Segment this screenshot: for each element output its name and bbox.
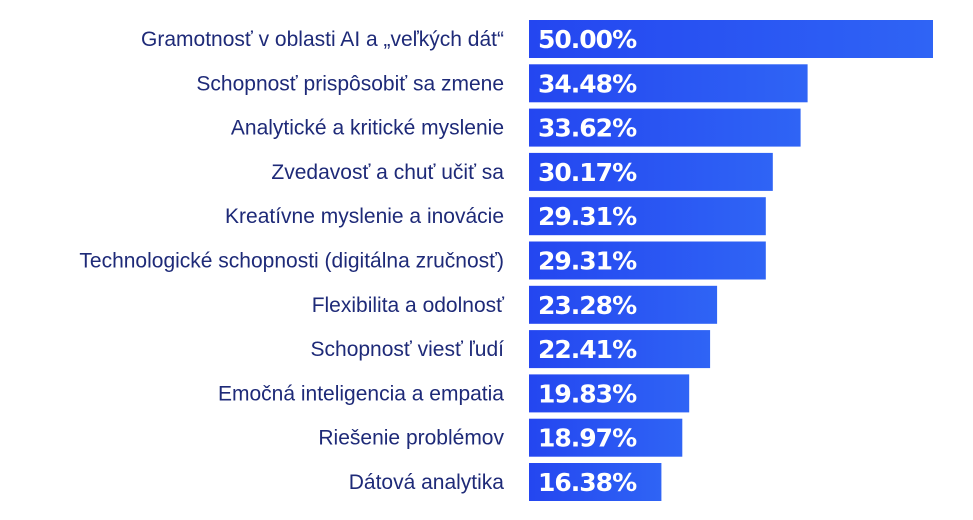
category-label-9: Riešenie problémov <box>318 427 504 450</box>
value-label-2: 33.62% <box>538 114 637 143</box>
bar-2 <box>529 108 801 147</box>
bar-1 <box>529 64 808 103</box>
category-label-2: Analytické a kritické myslenie <box>231 117 504 140</box>
category-label-6: Flexibilita a odolnosť <box>312 294 505 317</box>
category-label-7: Schopnosť viesť ľudí <box>311 338 505 361</box>
bar-4 <box>529 197 766 236</box>
value-label-7: 22.41% <box>538 335 637 364</box>
bar-3 <box>529 152 773 191</box>
bar-8 <box>529 374 690 413</box>
value-label-3: 30.17% <box>538 158 637 187</box>
value-label-9: 18.97% <box>538 424 637 453</box>
value-label-10: 16.38% <box>538 468 637 497</box>
value-label-0: 50.00% <box>538 25 637 54</box>
value-label-5: 29.31% <box>538 247 637 276</box>
category-labels-layer: Gramotnosť v oblasti AI a „veľkých dát“ S… <box>79 28 505 494</box>
bar-7 <box>529 330 711 369</box>
category-label-5: Technologické schopnosti (digitálna zruč… <box>79 250 504 273</box>
category-label-0: Gramotnosť v oblasti AI a „veľkých dát“ <box>141 28 504 51</box>
bar-6 <box>529 285 718 324</box>
category-label-4: Kreatívne myslenie a inovácie <box>225 205 504 228</box>
value-label-8: 19.83% <box>538 379 637 408</box>
value-labels-layer: 50.00% 34.48% 33.62% 30.17% 29.31% 29.31% 23.2… <box>538 25 638 497</box>
category-label-3: Zvedavosť a chuť učiť sa <box>271 161 504 184</box>
bar-5 <box>529 241 766 280</box>
value-label-6: 23.28% <box>538 291 637 320</box>
value-label-1: 34.48% <box>538 69 637 98</box>
category-label-8: Emočná inteligencia a empatia <box>218 382 504 405</box>
bar-0 <box>529 20 933 58</box>
bar-10 <box>529 463 662 501</box>
value-label-4: 29.31% <box>538 202 637 231</box>
bar-9 <box>529 418 683 457</box>
bars-layer <box>529 20 933 501</box>
category-label-1: Schopnosť prispôsobiť sa zmene <box>196 72 504 95</box>
category-label-10: Dátová analytika <box>349 471 505 494</box>
